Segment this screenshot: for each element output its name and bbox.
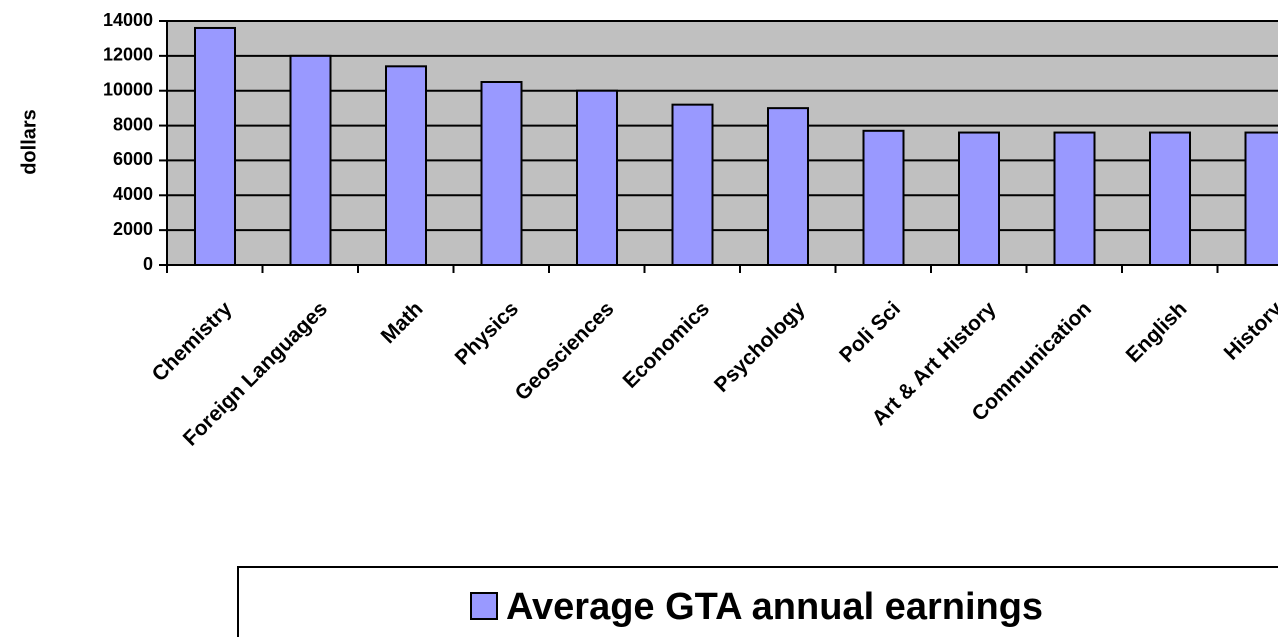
bar bbox=[576, 89, 618, 267]
gridlines bbox=[167, 20, 1278, 232]
x-category-label: Psychology bbox=[710, 297, 810, 397]
y-tick-label: 6000 bbox=[113, 149, 153, 169]
y-tick-label: 14000 bbox=[103, 10, 153, 30]
x-category-label: Poli Sci bbox=[835, 297, 905, 367]
legend-box bbox=[237, 566, 1278, 637]
x-category-label: Physics bbox=[451, 297, 523, 369]
y-tick-label: 2000 bbox=[113, 219, 153, 239]
plot-area bbox=[167, 21, 1278, 265]
legend: Average GTA annual earnings bbox=[237, 566, 1278, 637]
bars bbox=[194, 26, 1278, 267]
x-category-label: Geosciences bbox=[511, 297, 619, 405]
bar bbox=[1149, 131, 1191, 266]
y-tick-label: 8000 bbox=[113, 114, 153, 134]
y-tick-label: 4000 bbox=[113, 184, 153, 204]
x-axis-ticks bbox=[166, 265, 1219, 273]
bar bbox=[958, 131, 1000, 266]
bar bbox=[862, 129, 905, 266]
legend-swatch bbox=[470, 592, 498, 620]
bar bbox=[1244, 131, 1278, 266]
bar bbox=[767, 107, 809, 267]
x-category-label: English bbox=[1122, 297, 1192, 367]
y-axis-ticks: 0 2000 4000 6000 8000 10000 12000 14000 bbox=[103, 10, 167, 274]
x-category-label: Math bbox=[377, 297, 428, 348]
bar bbox=[385, 65, 427, 266]
bar bbox=[289, 54, 332, 266]
x-category-label: History bbox=[1220, 297, 1278, 365]
y-axis-title: dollars bbox=[18, 109, 40, 175]
y-tick-label: 12000 bbox=[103, 45, 153, 65]
bar bbox=[194, 26, 236, 266]
y-tick-label: 10000 bbox=[103, 79, 153, 99]
y-tick-label: 0 bbox=[143, 254, 153, 274]
bar bbox=[480, 81, 523, 266]
bar bbox=[1053, 131, 1096, 266]
x-category-label: Chemistry bbox=[148, 297, 237, 386]
bar bbox=[671, 103, 714, 266]
x-category-label: Economics bbox=[619, 297, 714, 392]
legend-label: Average GTA annual earnings bbox=[506, 586, 1043, 628]
